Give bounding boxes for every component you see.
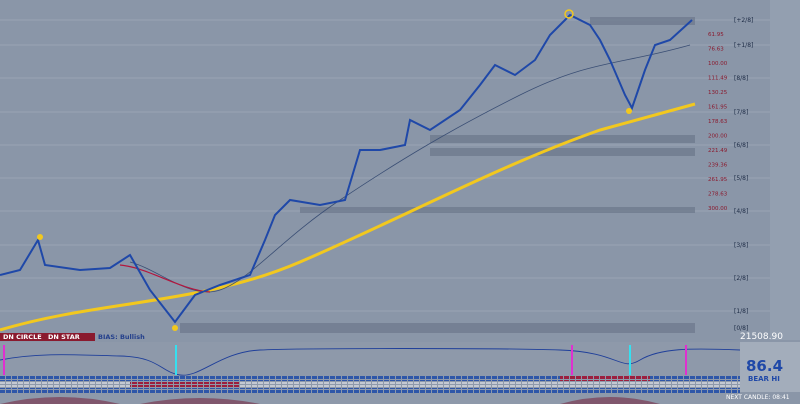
target-label: 161.95: [708, 105, 728, 111]
level-label: [1/8]: [734, 308, 748, 315]
dots-row: [560, 376, 650, 381]
price-axis: [770, 0, 800, 340]
marker: [564, 9, 574, 19]
dots-row: [130, 382, 240, 387]
target-label: 221.49: [708, 148, 728, 154]
level-label: [7/8]: [734, 109, 748, 116]
signal: DN CIRCLE: [3, 333, 42, 341]
status-bar: [0, 333, 95, 341]
level-label: [6/8]: [734, 142, 748, 149]
signal: DN STAR: [48, 333, 80, 341]
red-ma: [119, 264, 211, 293]
next-candle: NEXT CANDLE: 08:41: [726, 394, 790, 401]
level-label: [2/8]: [734, 275, 748, 282]
target-label: 130.25: [708, 90, 728, 96]
dots-row: [0, 382, 740, 387]
level-label: [+2/8]: [734, 17, 753, 24]
dots-row: [0, 376, 740, 381]
marker: [37, 234, 43, 240]
level-label: [8/8]: [734, 75, 748, 82]
gauge-box: [740, 342, 800, 392]
level-label: [+1/8]: [734, 42, 753, 49]
zones: [180, 17, 695, 333]
spikes: [3, 345, 687, 375]
target-label: 278.63: [708, 192, 728, 198]
target-label: 178.63: [708, 119, 728, 125]
waves: [0, 397, 660, 404]
level-label: [0/8]: [734, 325, 748, 332]
level-label: [4/8]: [734, 208, 748, 215]
oscillator: [0, 348, 741, 376]
target-label: 111.49: [708, 76, 728, 82]
marker: [172, 325, 178, 331]
indicator-panel: [0, 342, 740, 404]
level-label: [5/8]: [734, 175, 748, 182]
target-label: 239.36: [708, 163, 728, 169]
bias: BIAS: Bullish: [98, 333, 145, 341]
target-label: 61.95: [708, 32, 724, 38]
price-path: [0, 13, 693, 324]
dots-row: [0, 388, 740, 393]
target-label: 200.00: [708, 134, 728, 140]
level-label: [3/8]: [734, 242, 748, 249]
last-price: 21508.90: [740, 332, 783, 342]
level-labels: [+2/8] [+1/8] [8/8] [7/8] [6/8] [5/8] [4/8] [3/…: [734, 17, 753, 332]
target-label: 76.63: [708, 47, 724, 53]
gauge-value: 86.4: [746, 357, 783, 375]
target-label: 300.00: [708, 206, 728, 212]
target-label: 261.95: [708, 177, 728, 183]
gauge-label: BEAR HI: [748, 375, 780, 383]
long-ma: [0, 102, 696, 332]
marker: [626, 108, 632, 114]
target-label: 100.00: [708, 61, 728, 67]
target-labels: 61.95 76.63 100.00 111.49 130.25 161.95 178.63…: [708, 32, 728, 212]
